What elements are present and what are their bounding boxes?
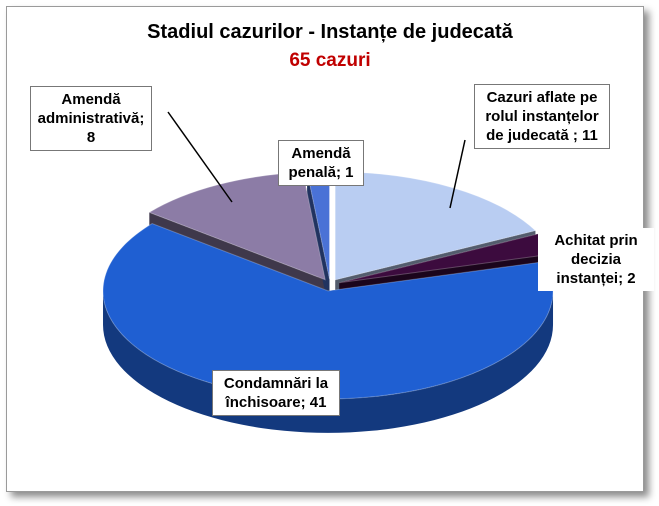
leader-line xyxy=(167,111,233,203)
data-label: Amendă administrativă; 8 xyxy=(30,86,152,151)
chart-subtitle: 65 cazuri xyxy=(289,50,370,71)
chart-title: Stadiul cazurilor - Instanțe de judecată xyxy=(147,21,514,43)
leader-line xyxy=(449,139,466,209)
data-label: Cazuri aflate pe rolul instanțelor de ju… xyxy=(474,84,610,149)
pie xyxy=(102,170,557,433)
data-label: Condamnări la închisoare; 41 xyxy=(212,370,340,416)
data-label: Amendă penală; 1 xyxy=(278,140,364,186)
data-label: Achitat prin decizia instanței; 2 xyxy=(538,228,654,291)
